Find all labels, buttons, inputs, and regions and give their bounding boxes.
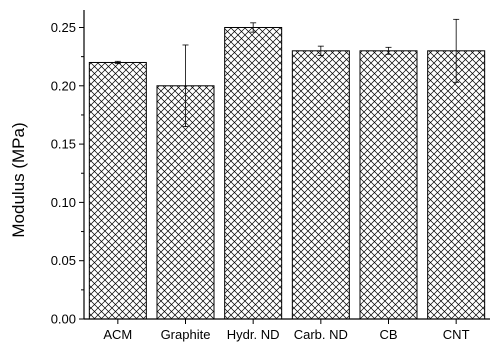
y-tick-label: 0.10 [51, 195, 76, 210]
x-tick-label: Carb. ND [294, 327, 348, 342]
y-tick-label: 0.20 [51, 78, 76, 93]
plot-area: ACM Graphite Hydr. ND Carb. ND CB CNT 0.00 0.05… [51, 10, 490, 342]
bar-carb-nd [291, 50, 350, 320]
y-axis-title: Modulus (MPa) [9, 122, 28, 237]
x-tick-label: CNT [443, 327, 470, 342]
x-tick-label: Hydr. ND [227, 327, 280, 342]
x-tick-label: ACM [103, 327, 132, 342]
y-tick-label: 0.25 [51, 20, 76, 35]
y-tick-label: 0.15 [51, 137, 76, 152]
x-tick-label: CB [379, 327, 397, 342]
y-tick-label: 0.05 [51, 253, 76, 268]
bar-cnt [427, 50, 486, 320]
bar-cb [359, 50, 418, 320]
y-tick-label: 0.00 [51, 312, 76, 327]
bar-acm [88, 61, 147, 320]
x-tick-label: Graphite [161, 327, 211, 342]
bar-hydr-nd [224, 26, 283, 320]
